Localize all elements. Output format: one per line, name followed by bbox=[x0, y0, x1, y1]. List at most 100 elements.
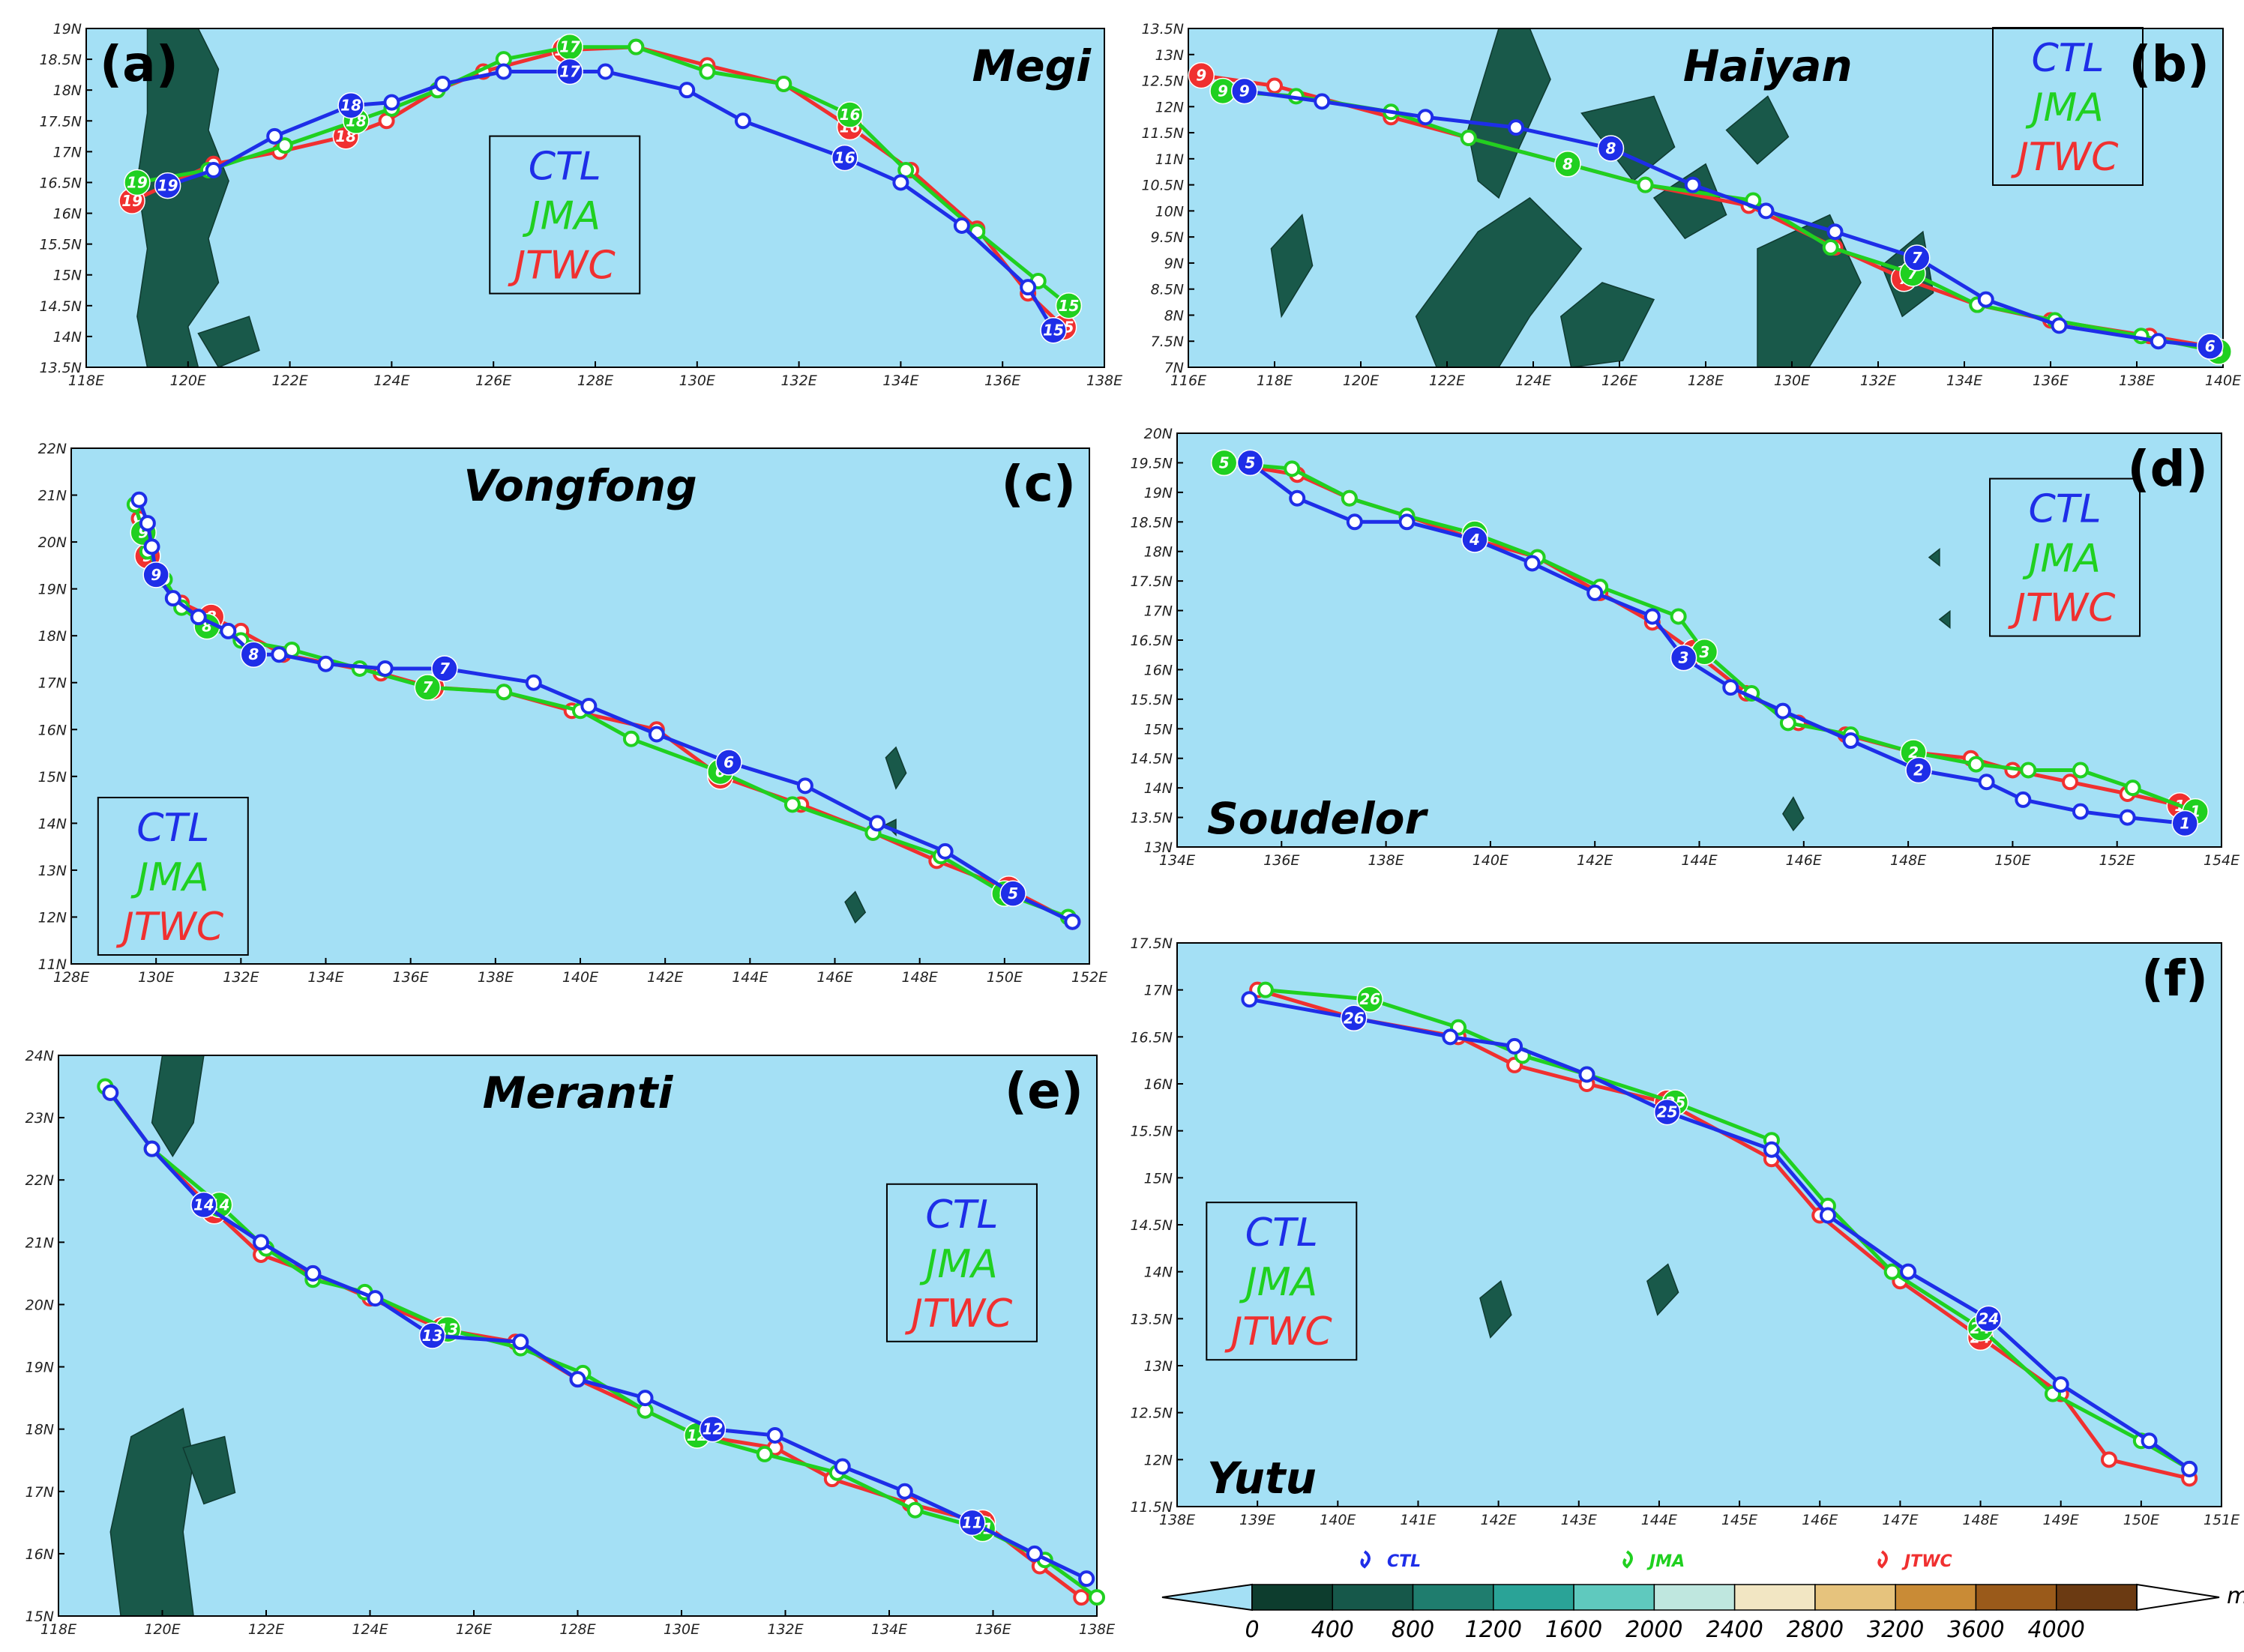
colorbar-segment bbox=[1653, 1584, 1736, 1611]
track-day-label: 26 bbox=[1359, 990, 1380, 1008]
panel-label: (e) bbox=[1005, 1062, 1083, 1120]
track-point-jma bbox=[1460, 130, 1477, 147]
track-point-ctl bbox=[1346, 513, 1363, 531]
y-tick-label: 9.5N bbox=[1151, 229, 1184, 246]
track-point-jma bbox=[1284, 460, 1301, 477]
land-shape bbox=[109, 1408, 194, 1617]
x-tick-label: 128E bbox=[1688, 373, 1724, 389]
y-tick-label: 12.5N bbox=[1130, 1405, 1173, 1422]
colorbar-label: 400 bbox=[1311, 1617, 1354, 1643]
x-tick-label: 138E bbox=[1159, 1512, 1195, 1528]
x-tick-label: 151E bbox=[2204, 1512, 2240, 1528]
track-point-jma bbox=[1257, 981, 1274, 998]
colorbar-segment bbox=[1733, 1584, 1816, 1611]
track-day-label: 2 bbox=[1913, 761, 1924, 779]
track-point-jma bbox=[2020, 762, 2037, 779]
x-tick-label: 150E bbox=[2123, 1512, 2159, 1528]
track-point-ctl bbox=[1900, 1263, 1917, 1280]
track-day-label: 3 bbox=[1700, 643, 1710, 661]
track-point-ctl bbox=[1020, 279, 1037, 296]
x-tick-label: 152E bbox=[2099, 852, 2135, 869]
y-tick-label: 10N bbox=[1155, 203, 1184, 220]
track-point-ctl bbox=[1289, 489, 1306, 507]
track-point-jma bbox=[276, 137, 293, 154]
x-tick-label: 128E bbox=[559, 1621, 595, 1638]
y-tick-label: 16N bbox=[38, 722, 67, 738]
y-tick-label: 18N bbox=[25, 1422, 54, 1438]
y-tick-label: 16.5N bbox=[39, 175, 82, 191]
track-point-ctl bbox=[2141, 1432, 2158, 1450]
legend-jtwc: JTWC bbox=[508, 244, 616, 289]
x-tick-label: 146E bbox=[1786, 852, 1822, 869]
track-day-label: 9 bbox=[151, 566, 161, 584]
y-tick-label: 12N bbox=[38, 909, 67, 926]
panel-label: (c) bbox=[1002, 455, 1076, 513]
colorbar-segment bbox=[1814, 1584, 1896, 1611]
track-point-jma bbox=[1210, 449, 1238, 477]
track-point-ctl bbox=[271, 646, 288, 663]
x-tick-label: 138E bbox=[2119, 373, 2155, 389]
y-tick-label: 19N bbox=[1144, 485, 1173, 501]
track-point-jma bbox=[775, 75, 792, 92]
track-point-ctl bbox=[734, 112, 751, 130]
track-day-label: 19 bbox=[157, 177, 178, 195]
storm-name: Megi bbox=[972, 40, 1092, 91]
legend-box bbox=[97, 797, 249, 956]
track-point-ctl bbox=[1442, 1028, 1459, 1046]
track-ctl: 6 7 8 9 bbox=[1231, 77, 2224, 360]
x-tick-label: 152E bbox=[1071, 969, 1107, 986]
legend-box bbox=[489, 135, 641, 295]
track-point-jtwc bbox=[1188, 61, 1215, 89]
track-point-ctl bbox=[367, 1290, 384, 1307]
track-point-jma bbox=[1967, 756, 1985, 773]
legend-jtwc: JTWC bbox=[905, 1291, 1014, 1336]
legend-box bbox=[1206, 1202, 1358, 1361]
y-tick-label: 15.5N bbox=[1130, 1124, 1173, 1140]
track-point-ctl bbox=[796, 777, 813, 795]
x-tick-label: 138E bbox=[1079, 1621, 1115, 1638]
y-tick-label: 13.5N bbox=[1130, 1311, 1173, 1327]
y-tick-label: 18N bbox=[1144, 544, 1173, 561]
y-tick-label: 18.5N bbox=[39, 52, 82, 68]
track-point-jma bbox=[906, 1501, 924, 1519]
track-point-ctl bbox=[637, 1390, 654, 1407]
colorbar-track-legend: JTWC bbox=[1901, 1552, 1952, 1571]
legend-jma: JMA bbox=[522, 194, 601, 239]
track-point-ctl bbox=[376, 660, 394, 677]
x-tick-label: 122E bbox=[271, 373, 307, 389]
track-point-ctl bbox=[1064, 913, 1081, 930]
x-tick-label: 130E bbox=[138, 969, 174, 986]
y-tick-label: 18N bbox=[38, 628, 67, 645]
track-day-label: 25 bbox=[1657, 1103, 1678, 1121]
track-ctl: 24 25 26 bbox=[1241, 991, 2198, 1477]
legend-box bbox=[1992, 26, 2144, 186]
y-tick-label: 8N bbox=[1164, 307, 1184, 324]
y-tick-label: 17.5N bbox=[1130, 573, 1173, 590]
storm-name: Soudelor bbox=[1207, 793, 1428, 844]
panel-label: (d) bbox=[2127, 440, 2208, 498]
track-point-jtwc bbox=[1073, 1589, 1090, 1606]
track-point-ctl bbox=[512, 1333, 529, 1351]
y-tick-label: 16N bbox=[1144, 1076, 1173, 1093]
y-tick-label: 15N bbox=[25, 1609, 54, 1625]
track-point-ctl bbox=[142, 561, 169, 588]
colorbar-segment bbox=[1251, 1584, 1334, 1611]
track-point-ctl bbox=[253, 1234, 270, 1251]
land-shape bbox=[182, 1435, 236, 1505]
legend-box bbox=[1989, 477, 2141, 637]
legend-jma: JMA bbox=[2022, 537, 2101, 582]
y-tick-label: 15N bbox=[53, 268, 82, 284]
track-day-label: 2 bbox=[1908, 744, 1919, 762]
track-point-jtwc bbox=[2100, 1451, 2117, 1468]
x-tick-label: 146E bbox=[1802, 1512, 1838, 1528]
track-day-label: 12 bbox=[703, 1420, 724, 1438]
track-point-ctl bbox=[953, 217, 970, 234]
x-tick-label: 122E bbox=[248, 1621, 284, 1638]
y-tick-label: 17N bbox=[53, 144, 82, 160]
colorbar-unit: m bbox=[2227, 1583, 2244, 1609]
track-day-label: 6 bbox=[2205, 337, 2216, 355]
track-point-ctl bbox=[1643, 608, 1661, 625]
track-point-jtwc bbox=[2062, 774, 2079, 791]
y-tick-label: 9N bbox=[1164, 256, 1184, 272]
